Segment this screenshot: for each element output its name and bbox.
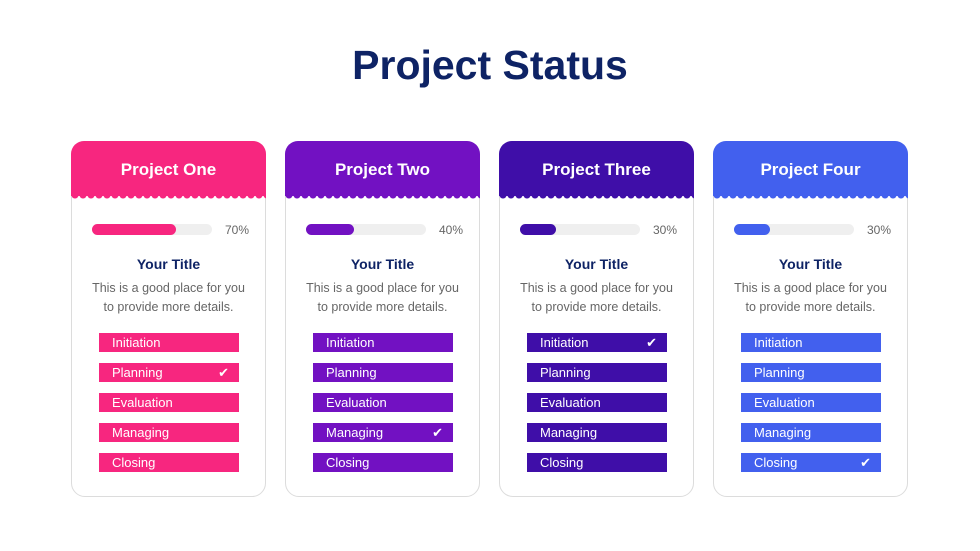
stage-label: Initiation — [540, 335, 589, 350]
description-text: This is a good place for you to provide … — [520, 281, 673, 314]
stage-item[interactable]: Initiation — [313, 333, 453, 352]
stage-item[interactable]: Initiation — [99, 333, 239, 352]
progress-bar — [92, 224, 212, 235]
stage-label: Closing — [326, 455, 370, 470]
wave-edge — [499, 195, 694, 200]
stage-label: Initiation — [754, 335, 803, 350]
stage-item[interactable]: Managing ✔ — [313, 423, 453, 442]
card-description: This is a good place for you to provide … — [714, 279, 907, 317]
stage-label: Evaluation — [112, 395, 173, 410]
card-subtitle: Your Title — [564, 256, 629, 272]
project-card: Project Three 30% Your Title This is a g… — [499, 141, 694, 497]
stage-list: Initiation Planning ✔ Evaluation Managing Clo… — [99, 333, 239, 483]
stage-label: Managing — [112, 425, 170, 440]
stage-item[interactable]: Closing — [99, 453, 239, 472]
card-description: This is a good place for you to provide … — [500, 279, 693, 317]
progress-bar — [734, 224, 854, 235]
stage-item[interactable]: Evaluation — [741, 393, 881, 412]
stage-label: Planning — [754, 365, 805, 380]
stage-label: Initiation — [112, 335, 161, 350]
stage-label: Evaluation — [540, 395, 601, 410]
progress-fill — [306, 224, 354, 235]
stage-item[interactable]: Closing — [527, 453, 667, 472]
stage-item[interactable]: Evaluation — [313, 393, 453, 412]
progress-bar — [520, 224, 640, 235]
stage-label: Closing — [112, 455, 156, 470]
description-text: This is a good place for you to provide … — [734, 281, 887, 314]
progress-fill — [520, 224, 556, 235]
card-header: Project One — [71, 141, 266, 200]
card-subtitle: Your Title — [778, 256, 843, 272]
stage-label: Planning — [540, 365, 591, 380]
stage-item[interactable]: Planning ✔ — [99, 363, 239, 382]
check-icon: ✔ — [646, 335, 657, 350]
card-subtitle: Your Title — [350, 256, 415, 272]
progress-percent: 70% — [225, 223, 250, 237]
progress-bar — [306, 224, 426, 235]
stage-item[interactable]: Closing ✔ — [741, 453, 881, 472]
card-header: Project Two — [285, 141, 480, 200]
stage-label: Managing — [754, 425, 812, 440]
card-header: Project Three — [499, 141, 694, 200]
card-subtitle: Your Title — [136, 256, 201, 272]
page-title: Project Status — [352, 42, 628, 88]
stage-label: Evaluation — [754, 395, 815, 410]
stage-label: Managing — [326, 425, 384, 440]
stage-list: Initiation ✔ Planning Evaluation Managing Clo… — [527, 333, 667, 483]
stage-item[interactable]: Managing — [99, 423, 239, 442]
check-icon: ✔ — [860, 455, 871, 470]
stage-item[interactable]: Planning — [527, 363, 667, 382]
card-header: Project Four — [713, 141, 908, 200]
stage-item[interactable]: Closing — [313, 453, 453, 472]
stage-item[interactable]: Initiation — [741, 333, 881, 352]
description-text: This is a good place for you to provide … — [92, 281, 245, 314]
wave-edge — [285, 195, 480, 200]
stage-item[interactable]: Initiation ✔ — [527, 333, 667, 352]
wave-edge — [71, 195, 266, 200]
check-icon: ✔ — [432, 425, 443, 440]
stage-label: Evaluation — [326, 395, 387, 410]
progress-fill — [734, 224, 770, 235]
project-card: Project One 70% Your Title This is a goo… — [71, 141, 266, 497]
stage-label: Closing — [540, 455, 584, 470]
project-card: Project Two 40% Your Title This is a goo… — [285, 141, 480, 497]
stage-label: Initiation — [326, 335, 375, 350]
project-name: Project One — [120, 160, 217, 179]
project-name: Project Four — [760, 160, 861, 179]
description-text: This is a good place for you to provide … — [306, 281, 459, 314]
progress-percent: 40% — [439, 223, 464, 237]
project-name: Project Three — [542, 160, 651, 179]
stage-label: Managing — [540, 425, 598, 440]
card-description: This is a good place for you to provide … — [286, 279, 479, 317]
card-description: This is a good place for you to provide … — [72, 279, 265, 317]
stage-item[interactable]: Evaluation — [527, 393, 667, 412]
stage-label: Planning — [326, 365, 377, 380]
stage-label: Closing — [754, 455, 798, 470]
stage-label: Planning — [112, 365, 163, 380]
project-name: Project Two — [334, 160, 431, 179]
project-card: Project Four 30% Your Title This is a go… — [713, 141, 908, 497]
progress-percent: 30% — [653, 223, 678, 237]
stage-list: Initiation Planning Evaluation Managing ✔ Clo… — [313, 333, 453, 483]
stage-item[interactable]: Managing — [741, 423, 881, 442]
stage-item[interactable]: Planning — [313, 363, 453, 382]
stage-item[interactable]: Evaluation — [99, 393, 239, 412]
stage-item[interactable]: Managing — [527, 423, 667, 442]
wave-edge — [713, 195, 908, 200]
progress-percent: 30% — [867, 223, 892, 237]
stage-item[interactable]: Planning — [741, 363, 881, 382]
progress-fill — [92, 224, 176, 235]
stage-list: Initiation Planning Evaluation Managing Clos… — [741, 333, 881, 483]
check-icon: ✔ — [218, 365, 229, 380]
